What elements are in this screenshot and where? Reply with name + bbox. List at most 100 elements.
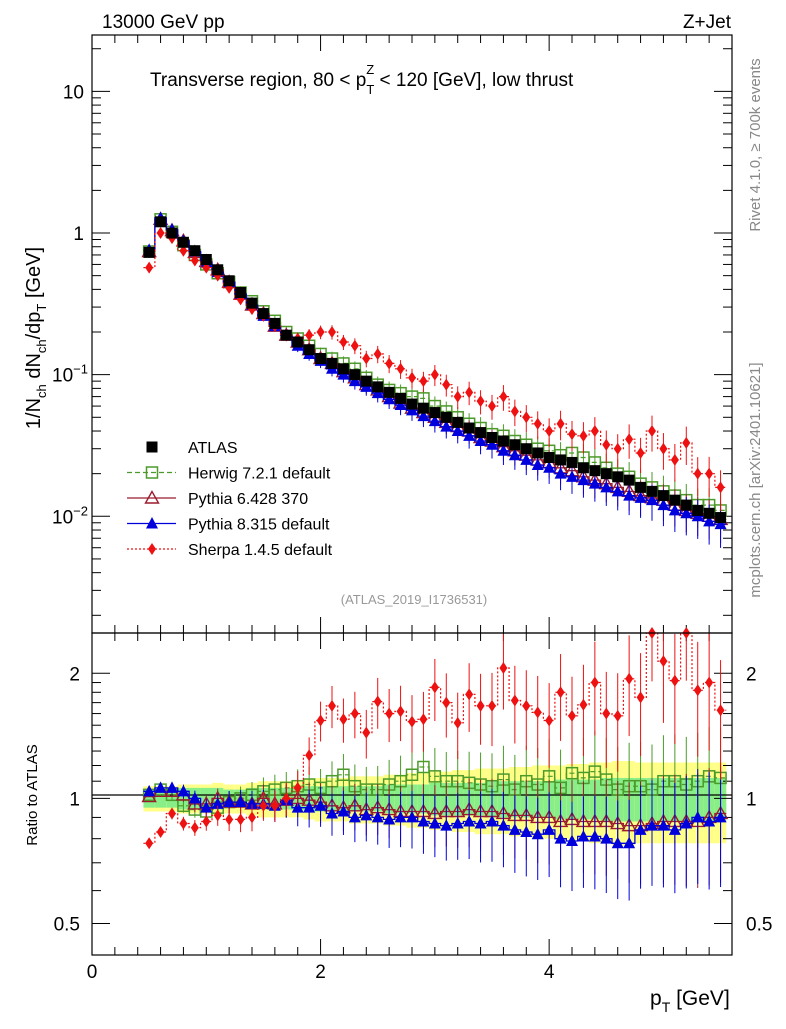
ratio-ytick-label-right: 0.5 bbox=[746, 915, 772, 936]
main-point-sherpa bbox=[579, 429, 588, 442]
main-panel-ticks: 10−2 10−1 1 10 bbox=[52, 35, 732, 633]
ratio-point-py8 bbox=[383, 812, 396, 825]
legend-marker-sherpa bbox=[148, 543, 156, 555]
main-point-py8 bbox=[543, 461, 556, 473]
main-point-sherpa bbox=[465, 386, 474, 399]
ratio-point-sherpa bbox=[293, 781, 302, 794]
main-point-atlas bbox=[337, 363, 349, 375]
ratio-point-sherpa bbox=[316, 714, 325, 727]
ratio-point-sherpa bbox=[213, 809, 222, 822]
ratio-point-sherpa bbox=[476, 699, 485, 712]
ratio-band-inner bbox=[143, 789, 155, 808]
main-point-sherpa bbox=[522, 411, 531, 424]
ratio-point-sherpa bbox=[568, 709, 576, 722]
main-point-atlas bbox=[589, 465, 601, 477]
main-point-atlas bbox=[223, 275, 235, 287]
ratio-point-py8 bbox=[303, 801, 316, 813]
main-point-sherpa bbox=[533, 417, 542, 430]
mcplots-info: mcplots.cern.ch [arXiv:2401.10621] bbox=[747, 362, 764, 597]
main-point-sherpa bbox=[385, 357, 394, 370]
xtick-label: 0 bbox=[87, 962, 98, 983]
main-point-sherpa bbox=[682, 436, 691, 449]
ratio-point-py8 bbox=[337, 805, 350, 817]
ratio-point-sherpa bbox=[190, 821, 199, 834]
ratio-point-py8 bbox=[600, 832, 613, 844]
main-point-sherpa bbox=[705, 467, 714, 480]
main-point-atlas bbox=[463, 422, 475, 434]
legend-item-atlas: ATLAS bbox=[146, 440, 238, 457]
ratio-point-sherpa bbox=[156, 826, 165, 839]
main-point-py8 bbox=[348, 374, 361, 387]
main-point-atlas bbox=[680, 499, 692, 511]
ratio-point-py8 bbox=[463, 814, 476, 827]
ratio-point-py8 bbox=[223, 795, 236, 808]
legend-marker-herwig bbox=[145, 466, 159, 479]
main-point-py8 bbox=[406, 403, 418, 416]
main-point-sherpa bbox=[145, 261, 154, 274]
process-label: Z+Jet bbox=[683, 12, 732, 33]
xtick-label: 2 bbox=[315, 962, 326, 983]
legend-item-sherpa: Sherpa 1.4.5 default bbox=[127, 542, 333, 559]
main-point-atlas bbox=[269, 317, 281, 329]
ratio-axis-label: Ratio to ATLAS bbox=[24, 744, 41, 845]
main-point-atlas bbox=[246, 297, 258, 309]
main-point-py8 bbox=[714, 517, 727, 530]
ratio-point-py8 bbox=[474, 817, 487, 829]
main-point-atlas bbox=[600, 468, 612, 480]
ratio-point-sherpa bbox=[373, 695, 382, 708]
main-point-atlas bbox=[303, 344, 315, 356]
main-point-sherpa bbox=[568, 428, 576, 441]
main-point-sherpa bbox=[396, 362, 405, 375]
main-line-sherpa bbox=[143, 232, 727, 488]
ratio-point-py8 bbox=[611, 836, 624, 849]
ratio-point-sherpa bbox=[625, 672, 634, 685]
main-point-py8 bbox=[497, 444, 510, 456]
main-point-atlas bbox=[155, 216, 167, 228]
ratio-point-sherpa bbox=[179, 817, 188, 830]
main-point-atlas bbox=[486, 432, 498, 444]
ratio-point-py8 bbox=[554, 832, 567, 844]
ratio-point-sherpa bbox=[579, 698, 588, 711]
ratio-point-sherpa bbox=[270, 799, 279, 812]
main-point-atlas bbox=[612, 471, 624, 483]
ratio-panel-frame bbox=[91, 632, 733, 956]
main-point-atlas bbox=[657, 490, 669, 502]
main-point-sherpa bbox=[156, 227, 165, 240]
ratio-point-py8 bbox=[177, 784, 190, 797]
main-point-sherpa bbox=[636, 446, 645, 459]
ratio-point-py8 bbox=[371, 810, 384, 823]
main-point-py8 bbox=[383, 392, 396, 405]
main-point-py8 bbox=[703, 514, 716, 527]
ratio-point-sherpa bbox=[670, 674, 679, 687]
main-point-atlas bbox=[452, 416, 464, 428]
main-point-py8 bbox=[486, 438, 498, 450]
ratio-point-sherpa bbox=[499, 661, 508, 674]
ratio-ytick-label: 1 bbox=[69, 789, 80, 810]
ratio-ytick-label: 2 bbox=[69, 664, 80, 685]
main-point-py8 bbox=[371, 386, 384, 399]
main-point-sherpa bbox=[453, 390, 462, 403]
main-series-atlas bbox=[143, 216, 727, 524]
ratio-point-py8 bbox=[406, 810, 418, 823]
ratio-point-py8 bbox=[634, 823, 647, 835]
main-point-sherpa bbox=[613, 442, 622, 455]
main-point-py8 bbox=[588, 477, 601, 489]
main-point-sherpa bbox=[350, 339, 359, 352]
ratio-point-py8 bbox=[348, 810, 361, 823]
main-point-py8 bbox=[646, 493, 658, 506]
ratio-point-sherpa bbox=[202, 815, 211, 828]
ratio-point-sherpa bbox=[510, 694, 519, 707]
main-point-atlas bbox=[520, 443, 532, 455]
ratio-point-py8 bbox=[497, 819, 510, 831]
ratio-point-sherpa bbox=[453, 716, 462, 729]
main-point-atlas bbox=[429, 407, 441, 419]
ratio-point-py8 bbox=[531, 827, 544, 840]
ratio-point-py8 bbox=[417, 814, 430, 827]
ratio-point-sherpa bbox=[613, 709, 622, 722]
main-point-sherpa bbox=[362, 352, 371, 365]
main-ytick-label: 10−1 bbox=[52, 362, 88, 387]
ratio-point-sherpa bbox=[488, 699, 496, 712]
main-point-sherpa bbox=[510, 405, 519, 418]
main-point-py8 bbox=[474, 434, 487, 447]
